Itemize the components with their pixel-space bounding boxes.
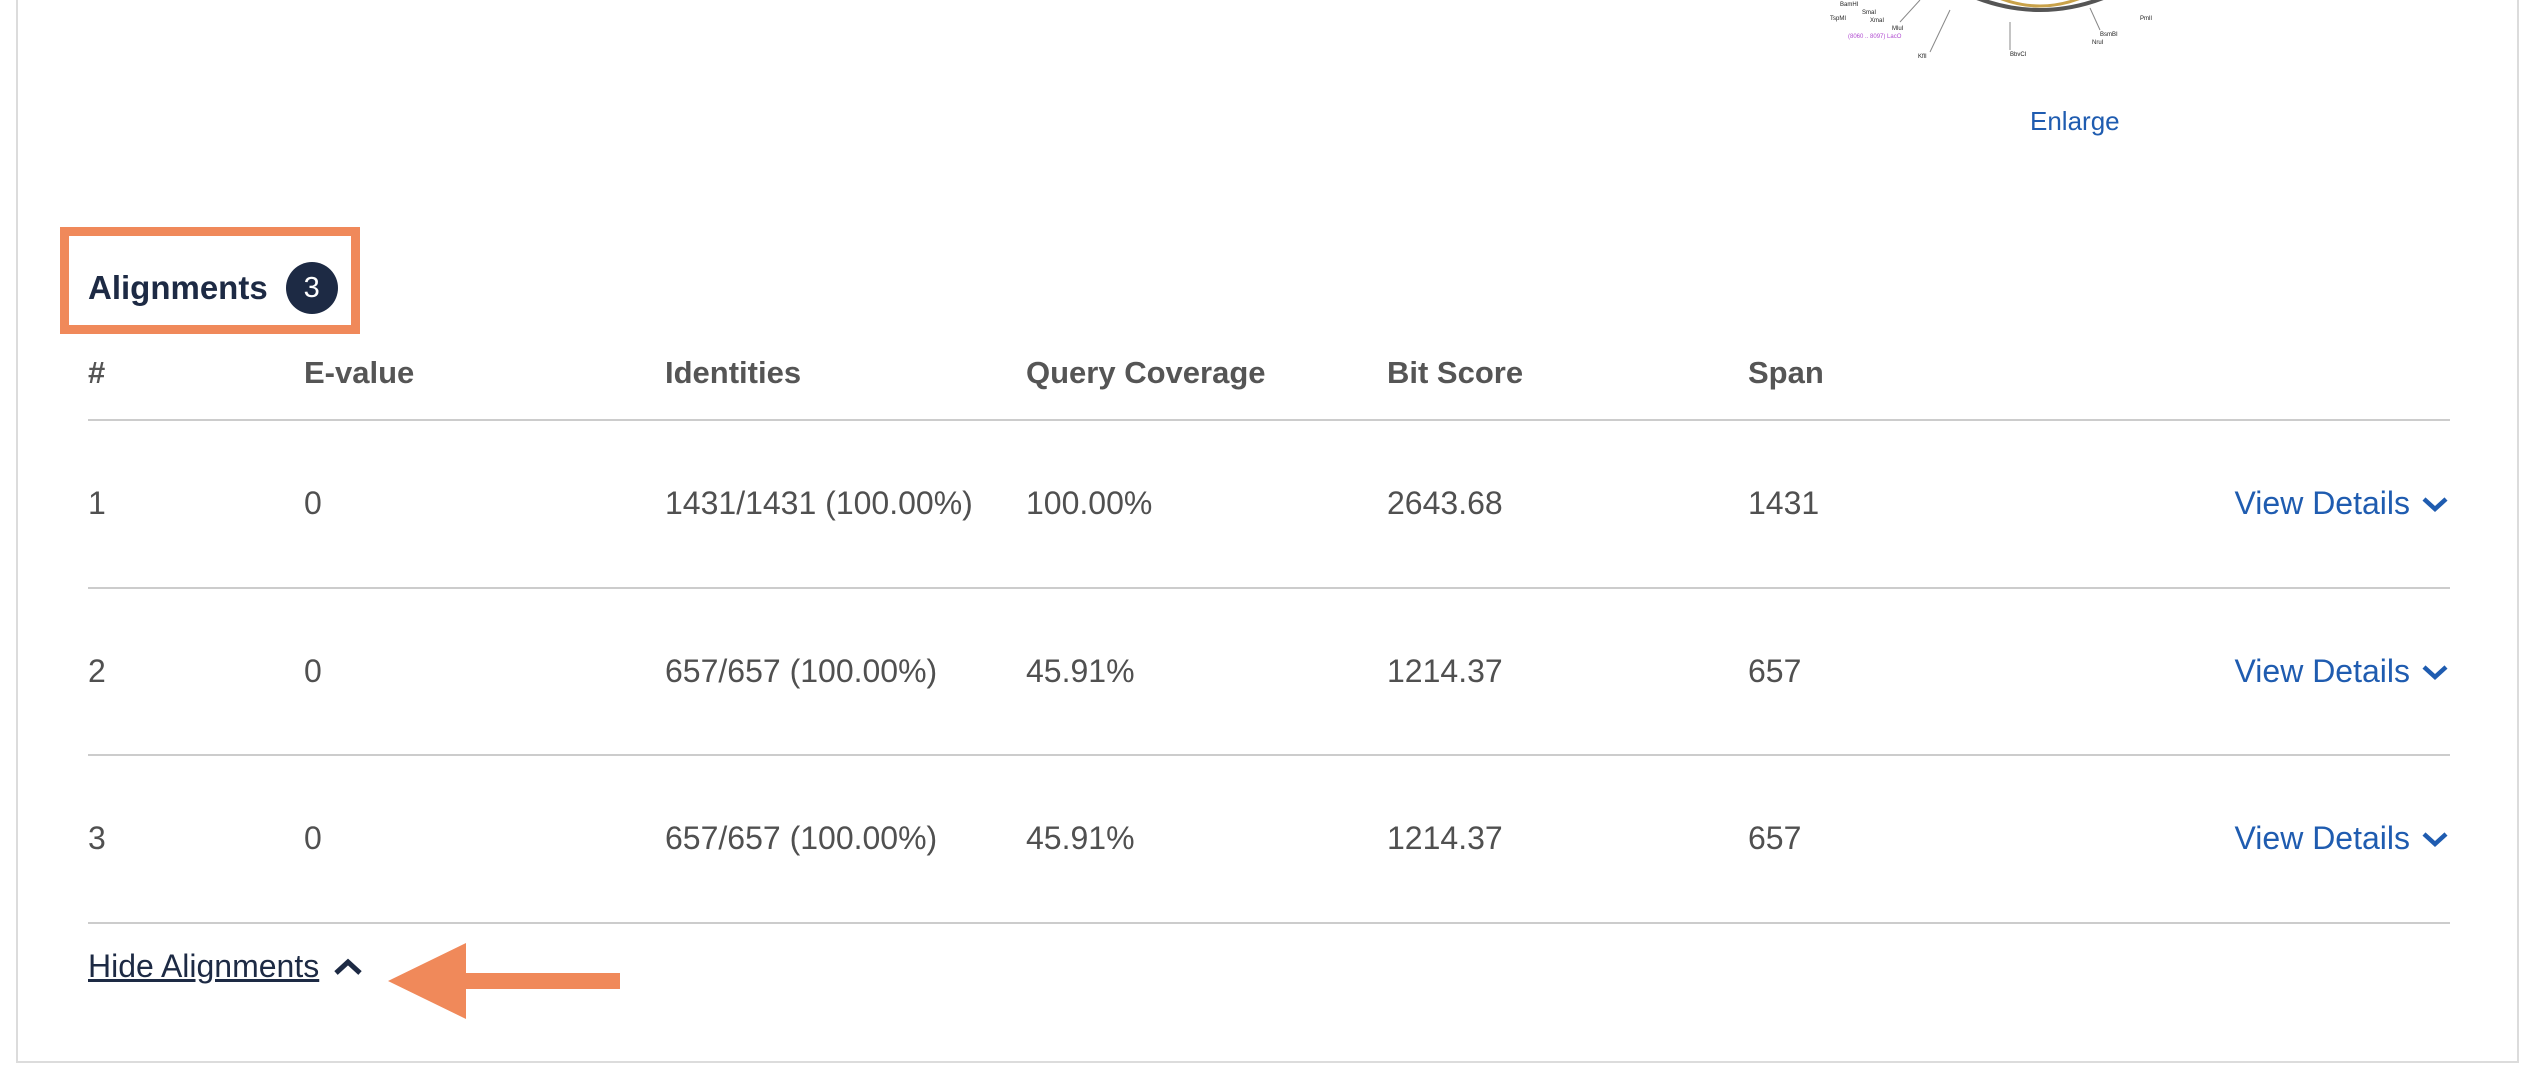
plasmid-feature-arc: [2000, 0, 2080, 8]
highlight-box: [60, 227, 360, 334]
row-coverage: 45.91%: [1026, 653, 1135, 689]
map-label-bamhi: BamHI: [1840, 2, 1859, 8]
row-evalue: 0: [304, 485, 322, 521]
view-details-label: View Details: [2234, 653, 2410, 689]
column-header-span: Span: [1748, 355, 1824, 390]
row-divider: [88, 587, 2450, 589]
hide-alignments-button[interactable]: Hide Alignments: [88, 948, 365, 985]
header-divider: [88, 419, 2450, 421]
map-label-xmai: XmaI: [1870, 18, 1884, 24]
annotation-arrow-icon: [388, 943, 620, 1019]
chevron-down-icon: [2422, 831, 2448, 847]
row-span: 657: [1748, 653, 1802, 689]
plasmid-map[interactable]: BamHI SmaI TspMI XmaI MluI (8060 .. 8097…: [1800, 0, 2200, 80]
row-identities: 1431/1431 (100.00%): [665, 485, 973, 521]
row-identities: 657/657 (100.00%): [665, 820, 938, 856]
row-bit-score: 1214.37: [1387, 653, 1503, 689]
map-label-tspmi: TspMI: [1830, 16, 1846, 22]
alignments-title: Alignments: [88, 269, 268, 306]
row-divider: [88, 922, 2450, 924]
column-header-bit-score: Bit Score: [1387, 355, 1524, 390]
enlarge-link[interactable]: Enlarge: [2030, 106, 2120, 136]
map-label-lacO: (8060 .. 8097) LacO: [1848, 34, 1902, 40]
column-header-query-coverage: Query Coverage: [1026, 355, 1266, 390]
chevron-down-icon: [2422, 664, 2448, 680]
map-tick: [1899, 0, 1921, 23]
alignments-header: Alignments 3: [88, 262, 338, 314]
view-details-button[interactable]: View Details: [2235, 653, 2450, 690]
map-tick: [2089, 7, 2101, 31]
row-coverage: 45.91%: [1026, 820, 1135, 856]
row-span: 1431: [1748, 485, 1820, 521]
column-header-num: #: [88, 355, 106, 390]
chevron-up-icon: [334, 958, 362, 975]
row-num: 1: [88, 485, 106, 521]
row-identities: 657/657 (100.00%): [665, 653, 938, 689]
alignments-count-badge: 3: [285, 262, 338, 314]
view-details-button[interactable]: View Details: [2235, 820, 2450, 857]
hide-alignments-label: Hide Alignments: [88, 948, 320, 984]
row-bit-score: 1214.37: [1387, 820, 1503, 856]
map-label-kfli: KflI: [1918, 54, 1927, 60]
map-label-nrui: NruI: [2092, 40, 2104, 46]
map-tick: [1929, 9, 1951, 53]
row-evalue: 0: [304, 653, 322, 689]
results-card: [16, 0, 2519, 1063]
view-details-label: View Details: [2234, 485, 2410, 521]
row-bit-score: 2643.68: [1387, 485, 1503, 521]
chevron-down-icon: [2422, 496, 2448, 512]
row-num: 3: [88, 820, 106, 856]
view-details-label: View Details: [2234, 820, 2410, 856]
map-label-mlui: MluI: [1892, 26, 1904, 32]
map-label-bbvci: BbvCI: [2010, 52, 2027, 58]
row-num: 2: [88, 653, 106, 689]
plasmid-ring: [1976, 0, 2104, 12]
map-label-pmli: PmlI: [2140, 16, 2152, 22]
map-label-bsmbi: BsmBI: [2100, 32, 2118, 38]
map-label-smai: SmaI: [1862, 10, 1876, 16]
view-details-button[interactable]: View Details: [2235, 485, 2450, 522]
row-span: 657: [1748, 820, 1802, 856]
row-evalue: 0: [304, 820, 322, 856]
column-header-evalue: E-value: [304, 355, 415, 390]
column-header-identities: Identities: [665, 355, 802, 390]
row-divider: [88, 754, 2450, 756]
row-coverage: 100.00%: [1026, 485, 1153, 521]
